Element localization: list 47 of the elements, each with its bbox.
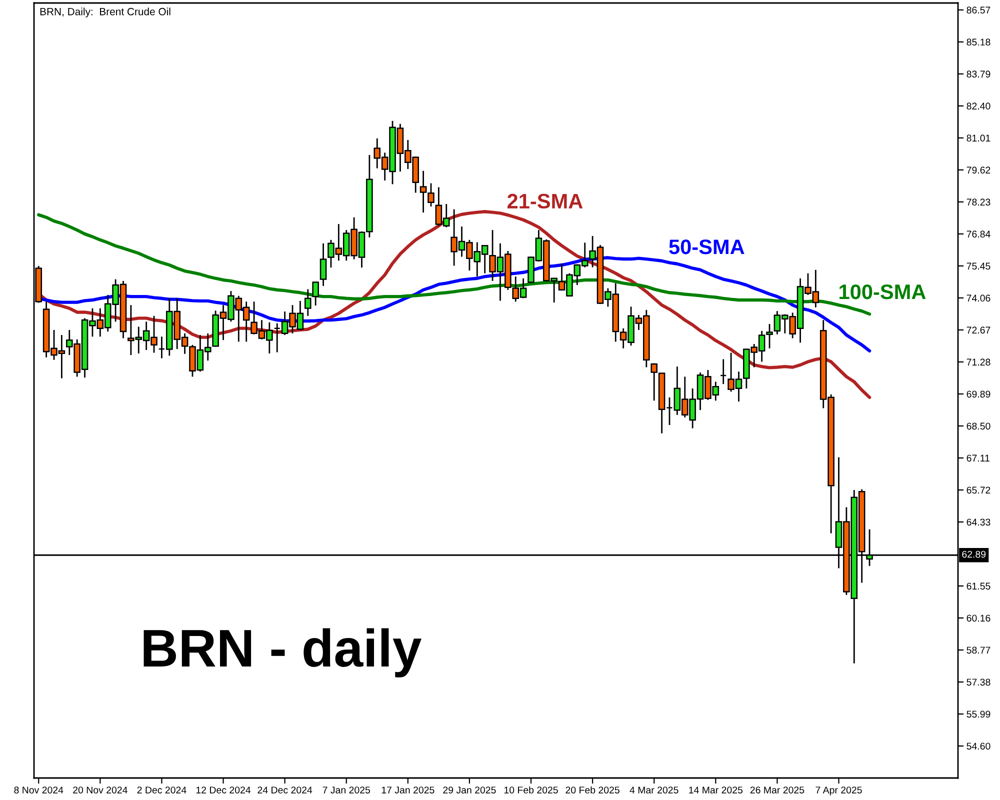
x-tick-label: 20 Nov 2024 [73,786,128,794]
y-tick-label: 72.67 [966,326,990,334]
annotation: BRN - daily [144,628,422,678]
y-tick-label: 55.99 [966,710,990,718]
x-tick-label: 7 Apr 2025 [816,786,862,796]
candlestick [320,242,327,287]
y-tick-label: 82.40 [966,102,990,110]
y-tick-label: 75.45 [966,262,990,270]
x-tick-label: 12 Dec 2024 [196,786,251,794]
x-tick-label: 4 Mar 2025 [630,786,678,794]
y-tick-label: 64.33 [966,518,990,526]
y-tick-label: 65.72 [966,486,990,494]
candlestick [720,358,727,385]
y-tick-label: 86.57 [966,6,990,14]
series-label: 21-SMA [507,194,583,209]
y-tick-label: 71.28 [966,358,990,366]
candlestick [304,288,312,317]
x-tick-label: 7 Jan 2025 [322,786,370,794]
y-tick-label: 61.55 [966,582,990,590]
y-tick-label: 54.60 [966,742,990,750]
x-tick-label: 2 Dec 2024 [137,786,186,794]
y-tick-label: 69.89 [966,390,990,398]
y-tick-label: 85.18 [966,38,990,46]
candlestick [312,280,319,306]
x-tick-label: 10 Feb 2025 [504,786,558,794]
x-tick-label: 8 Nov 2024 [14,786,64,794]
x-tick-label: 29 Jan 2025 [443,786,496,794]
y-tick-label: 57.38 [966,678,990,686]
x-tick-label: 24 Dec 2024 [258,786,312,794]
x-tick-label: 17 Jan 2025 [382,786,434,794]
x-tick-label: 14 Mar 2025 [689,786,743,794]
y-tick-label: 81.01 [966,134,990,142]
y-tick-label: 79.62 [966,166,990,174]
ref-line-label: 62.89 [962,550,986,558]
y-tick-label: 68.50 [966,422,990,430]
y-tick-label: 76.84 [966,230,990,238]
y-tick-label: 78.23 [966,198,990,206]
chart-title: BRN, Daily: Brent Crude Oil [40,8,170,18]
y-tick-label: 67.11 [966,454,990,462]
y-tick-label: 60.16 [966,614,990,622]
x-tick-label: 26 Mar 2025 [750,786,804,794]
y-tick-label: 58.77 [966,646,990,654]
series-label: 50-SMA [669,240,744,254]
y-tick-label: 74.06 [966,294,990,302]
x-tick-label: 20 Feb 2025 [566,786,620,794]
y-tick-label: 83.79 [966,70,990,78]
series-label: 100-SMA [840,284,926,300]
